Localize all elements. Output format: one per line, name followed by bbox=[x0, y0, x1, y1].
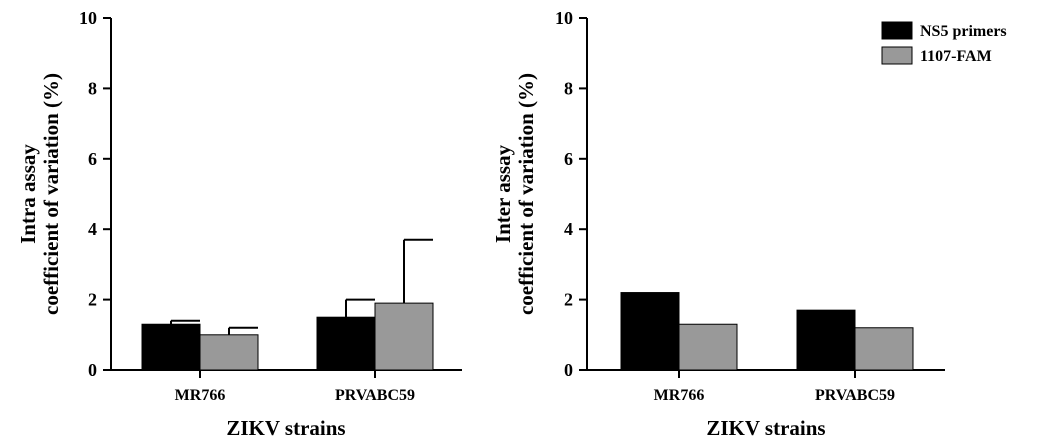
legend-swatch-1107 bbox=[881, 46, 913, 65]
y-tick-label: 8 bbox=[88, 78, 97, 98]
bar-1107-prvabc59 bbox=[374, 302, 434, 371]
bar-ns5-prvabc59 bbox=[316, 316, 376, 371]
legend-label-1107: 1107-FAM bbox=[920, 48, 992, 65]
y-tick-label: 4 bbox=[88, 219, 97, 239]
y-axis-label-line1: Intra assay bbox=[16, 144, 40, 244]
inter-assay-chart: 0 2 4 6 8 10 MR766 PRVABC59 ZIKV strains Inter as… bbox=[491, 8, 945, 440]
y-axis-label-line1: Inter assay bbox=[491, 144, 515, 243]
y-tick-label: 4 bbox=[564, 219, 573, 239]
legend-label-ns5: NS5 primers bbox=[920, 23, 1007, 40]
bar-ns5-mr766 bbox=[141, 323, 201, 371]
bar-1107-mr766 bbox=[199, 334, 259, 371]
bar-ns5-mr766 bbox=[620, 292, 680, 371]
y-tick-label: 2 bbox=[564, 290, 573, 310]
y-tick-label: 2 bbox=[88, 290, 97, 310]
y-tick-label: 10 bbox=[555, 8, 573, 28]
bar-1107-mr766 bbox=[678, 323, 738, 371]
y-tick-label: 8 bbox=[564, 78, 573, 98]
x-tick-label: PRVABC59 bbox=[815, 387, 895, 404]
y-axis-label-line2: coefficient of variation (%) bbox=[514, 73, 538, 315]
x-tick-label: MR766 bbox=[654, 387, 705, 404]
y-tick-label: 0 bbox=[88, 360, 97, 380]
x-tick-label: PRVABC59 bbox=[335, 387, 415, 404]
legend-swatch-ns5 bbox=[881, 21, 913, 40]
x-tick-label: MR766 bbox=[175, 387, 226, 404]
y-tick-label: 6 bbox=[564, 149, 573, 169]
x-axis-label: ZIKV strains bbox=[226, 416, 345, 440]
legend: NS5 primers 1107-FAM bbox=[881, 21, 1007, 65]
y-tick-label: 6 bbox=[88, 149, 97, 169]
y-tick-label: 0 bbox=[564, 360, 573, 380]
y-tick-label: 10 bbox=[79, 8, 97, 28]
intra-assay-chart: 0 2 4 6 8 10 MR766 PRVABC59 ZIKV strains Intra as… bbox=[16, 8, 462, 440]
x-axis-label: ZIKV strains bbox=[706, 416, 825, 440]
y-axis-label-line2: coefficient of variation (%) bbox=[39, 73, 63, 315]
bar-ns5-prvabc59 bbox=[796, 309, 856, 371]
bar-1107-prvabc59 bbox=[854, 327, 914, 371]
